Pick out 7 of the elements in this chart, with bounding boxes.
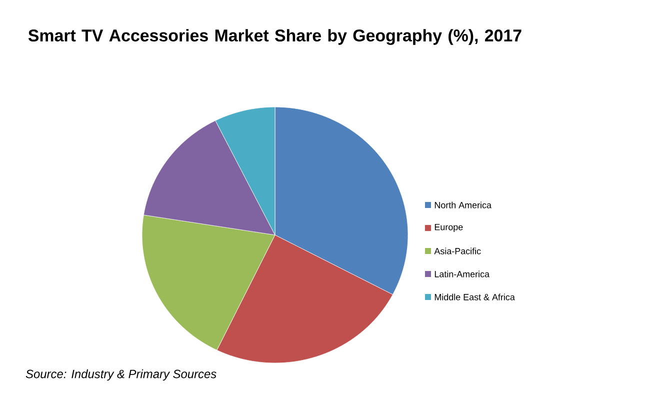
legend-label: North America: [434, 202, 492, 208]
chart-title: Smart TV Accessories Market Share by Geography (%), 2017: [28, 29, 522, 45]
legend-label: Asia-Pacific: [434, 248, 481, 254]
source-note: Source: Industry & Primary Sources: [26, 369, 216, 381]
legend-label: Europe: [434, 224, 463, 232]
legend-label: Latin-America: [434, 270, 490, 278]
legend-label: Middle East & Africa: [434, 294, 515, 300]
